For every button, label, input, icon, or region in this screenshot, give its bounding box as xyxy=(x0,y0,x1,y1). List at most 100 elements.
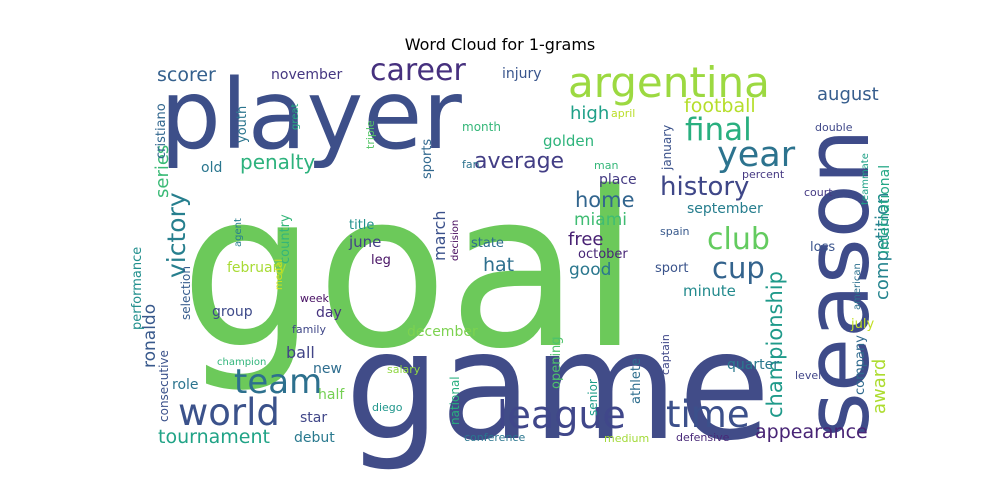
word-february: february xyxy=(227,260,287,276)
word-star: star xyxy=(300,410,327,426)
word-athlete: athlete xyxy=(629,358,644,404)
word-appearance: appearance xyxy=(755,421,868,443)
word-role: role xyxy=(172,377,199,393)
word-man: man xyxy=(594,159,618,172)
word-golden: golden xyxy=(543,132,594,150)
word-game: game xyxy=(345,300,771,474)
word-teammate: teammate xyxy=(860,153,871,205)
word-youth: youth xyxy=(235,106,250,143)
word-triple: triple xyxy=(364,120,377,149)
word-average: average xyxy=(474,149,564,174)
word-history: history xyxy=(660,172,749,202)
word-country: country xyxy=(278,214,293,264)
word-loss: loss xyxy=(810,240,835,255)
page-title: Word Cloud for 1-grams xyxy=(404,35,596,54)
word-award: award xyxy=(869,359,890,414)
word-place: place xyxy=(599,172,637,188)
word-level: level xyxy=(795,369,821,382)
word-fan: fan xyxy=(462,158,480,171)
word-october: october xyxy=(578,247,628,262)
word-ball: ball xyxy=(286,343,315,362)
word-decision: decision xyxy=(450,220,461,261)
word-percent: percent xyxy=(742,168,785,181)
word-champion: champion xyxy=(217,357,266,368)
word-world: world xyxy=(178,391,280,434)
word-april: april xyxy=(611,107,635,120)
word-salary: salary xyxy=(387,363,421,376)
word-career: career xyxy=(370,53,466,88)
word-player: player xyxy=(160,59,462,171)
word-year: year xyxy=(717,135,796,175)
word-tournament: tournament xyxy=(158,426,270,448)
word-international: international xyxy=(877,165,893,254)
word-state: state xyxy=(471,236,504,251)
word-penalty: penalty xyxy=(240,150,315,174)
word-competition: competition xyxy=(872,193,893,300)
word-league: league xyxy=(497,393,626,437)
word-june: june xyxy=(348,233,381,251)
word-captain: captain xyxy=(659,334,672,375)
word-cristiano: cristiano xyxy=(154,103,169,159)
word-argentina: argentina xyxy=(568,58,770,107)
word-championship: championship xyxy=(763,271,787,418)
word-season: season xyxy=(786,129,889,438)
word-leg: leg xyxy=(371,253,391,268)
word-final: final xyxy=(685,112,752,148)
word-scorer: scorer xyxy=(157,64,216,86)
word-january: january xyxy=(660,125,674,171)
word-double: double xyxy=(815,121,853,134)
word-miami: miami xyxy=(574,210,627,230)
word-football: football xyxy=(684,95,756,117)
word-senior: senior xyxy=(586,379,600,416)
word-sports: sports xyxy=(420,139,435,179)
word-minute: minute xyxy=(683,282,736,300)
word-sport: sport xyxy=(655,261,688,276)
word-ronaldo: ronaldo xyxy=(140,304,160,368)
word-day: day xyxy=(316,305,342,321)
word-national: national xyxy=(448,376,462,425)
word-old: old xyxy=(201,160,222,176)
word-new: new xyxy=(313,361,342,377)
word-defensive: defensive xyxy=(676,431,730,444)
word-goal: goal xyxy=(180,145,640,396)
word-opening: opening xyxy=(549,336,564,389)
word-club: club xyxy=(707,222,770,257)
word-november: november xyxy=(271,67,342,83)
word-group: group xyxy=(212,304,253,320)
word-team: team xyxy=(234,362,322,402)
word-family: family xyxy=(292,323,326,336)
word-hat: hat xyxy=(483,254,514,276)
word-performance: performance xyxy=(130,247,145,330)
word-consecutive: consecutive xyxy=(157,350,171,422)
word-july: july xyxy=(850,317,874,332)
word-time: time xyxy=(666,393,750,436)
word-march: march xyxy=(430,210,449,261)
word-american: american xyxy=(852,263,863,310)
word-agent: agent xyxy=(233,218,244,247)
word-high: high xyxy=(570,103,609,124)
word-good: good xyxy=(569,260,611,280)
word-great: great xyxy=(290,103,301,130)
word-december: december xyxy=(407,324,478,340)
word-selection: selection xyxy=(179,266,193,320)
word-month: month xyxy=(462,120,501,134)
word-week: week xyxy=(300,292,330,305)
word-spain: spain xyxy=(660,225,690,238)
word-court: court xyxy=(804,186,833,199)
word-home: home xyxy=(575,188,635,212)
word-medium: medium xyxy=(604,432,649,445)
word-free: free xyxy=(568,229,604,250)
word-cup: cup xyxy=(712,251,765,285)
word-august: august xyxy=(817,84,879,105)
word-debut: debut xyxy=(294,430,335,446)
word-company: company xyxy=(853,335,868,395)
word-victory: victory xyxy=(162,192,191,278)
word-title: title xyxy=(349,218,374,233)
word-series: series xyxy=(152,145,173,198)
word-september: september xyxy=(687,201,763,217)
word-injury: injury xyxy=(502,66,542,82)
word-conference: conference xyxy=(464,431,525,444)
word-half: half xyxy=(318,387,345,403)
word-diego: diego xyxy=(372,401,403,414)
